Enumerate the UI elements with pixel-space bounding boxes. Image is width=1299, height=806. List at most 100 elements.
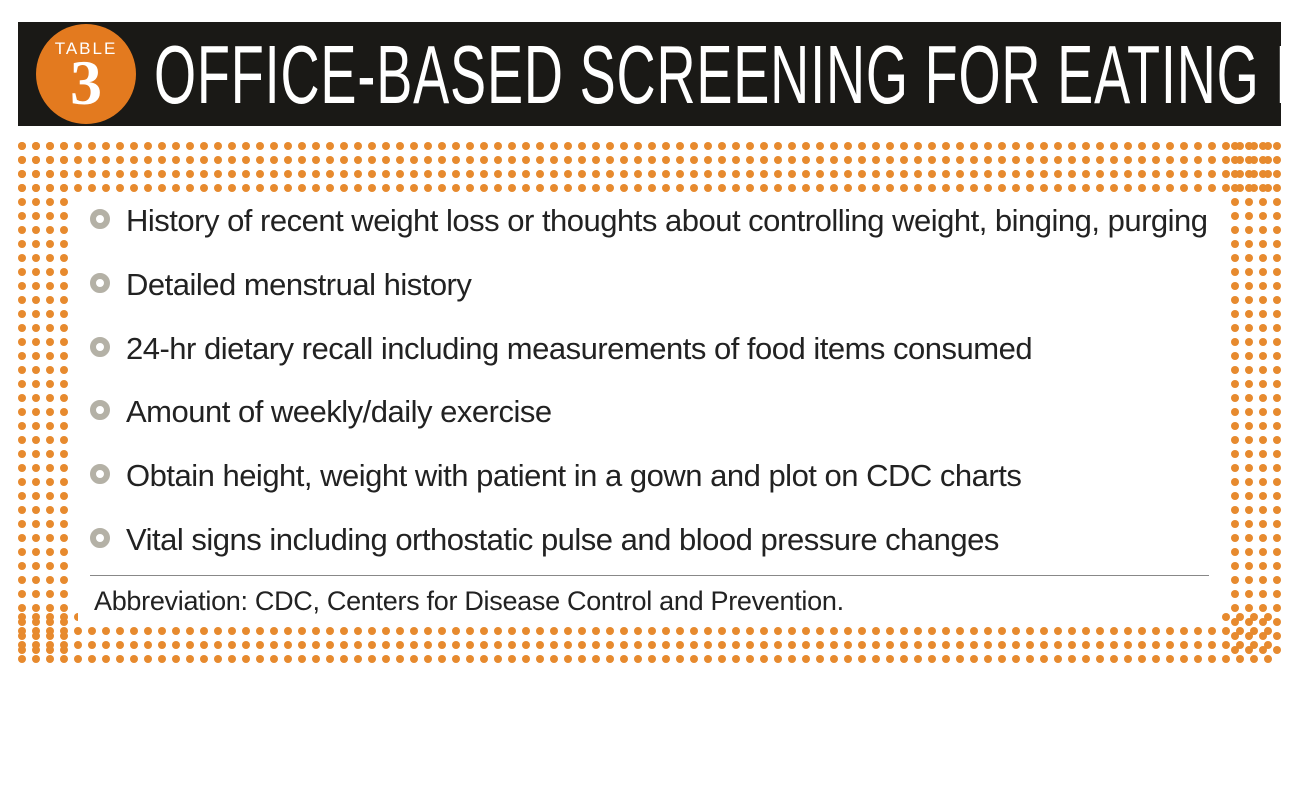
- dot-icon: [1152, 627, 1160, 635]
- dot-icon: [1259, 212, 1267, 220]
- dot-icon: [956, 170, 964, 178]
- dot-icon: [46, 184, 54, 192]
- dot-icon: [18, 142, 26, 150]
- dot-icon: [816, 627, 824, 635]
- dot-icon: [1194, 641, 1202, 649]
- dot-icon: [172, 627, 180, 635]
- dot-icon: [830, 170, 838, 178]
- dot-icon: [116, 655, 124, 663]
- dot-icon: [270, 142, 278, 150]
- dot-icon: [1245, 352, 1253, 360]
- dot-icon: [578, 627, 586, 635]
- dot-icon: [32, 408, 40, 416]
- dot-icon: [816, 641, 824, 649]
- dot-icon: [900, 655, 908, 663]
- dot-icon: [704, 627, 712, 635]
- dot-icon: [1124, 641, 1132, 649]
- dot-icon: [1152, 170, 1160, 178]
- dot-icon: [18, 604, 26, 612]
- dot-icon: [1096, 142, 1104, 150]
- dot-icon: [1096, 170, 1104, 178]
- dot-icon: [886, 170, 894, 178]
- dot-icon: [1082, 627, 1090, 635]
- dot-icon: [424, 655, 432, 663]
- dot-icon: [1054, 156, 1062, 164]
- dot-icon: [326, 655, 334, 663]
- dot-icon: [32, 394, 40, 402]
- dot-icon: [18, 366, 26, 374]
- dot-icon: [1245, 422, 1253, 430]
- dot-icon: [1231, 436, 1239, 444]
- dot-icon: [466, 627, 474, 635]
- dot-icon: [1152, 156, 1160, 164]
- dot-icon: [690, 627, 698, 635]
- dot-icon: [1222, 655, 1230, 663]
- dot-icon: [858, 142, 866, 150]
- dot-icon: [228, 627, 236, 635]
- dot-icon: [1273, 534, 1281, 542]
- dot-icon: [46, 520, 54, 528]
- dot-icon: [1245, 604, 1253, 612]
- dot-icon: [1273, 212, 1281, 220]
- dot-icon: [438, 142, 446, 150]
- dot-icon: [186, 627, 194, 635]
- dot-icon: [74, 627, 82, 635]
- dot-icon: [494, 641, 502, 649]
- dot-icon: [508, 627, 516, 635]
- badge-number: 3: [70, 51, 102, 115]
- dot-icon: [46, 282, 54, 290]
- dot-icon: [606, 184, 614, 192]
- dot-icon: [984, 655, 992, 663]
- dot-icon: [1264, 184, 1272, 192]
- dot-icon: [662, 641, 670, 649]
- dot-icon: [508, 156, 516, 164]
- dot-icon: [984, 627, 992, 635]
- dot-icon: [60, 352, 68, 360]
- dot-icon: [340, 170, 348, 178]
- dot-icon: [1231, 618, 1239, 626]
- dot-icon: [564, 170, 572, 178]
- dot-icon: [256, 641, 264, 649]
- dot-icon: [620, 641, 628, 649]
- dot-icon: [144, 142, 152, 150]
- dot-icon: [1273, 394, 1281, 402]
- list-item: Obtain height, weight with patient in a …: [90, 457, 1209, 495]
- dotted-frame: History of recent weight loss or thought…: [18, 142, 1281, 663]
- dot-icon: [998, 170, 1006, 178]
- dot-icon: [746, 627, 754, 635]
- dot-icon: [396, 142, 404, 150]
- dot-icon: [60, 450, 68, 458]
- dot-icon: [620, 142, 628, 150]
- dot-icon: [284, 655, 292, 663]
- dot-icon: [984, 184, 992, 192]
- dot-icon: [746, 655, 754, 663]
- dot-icon: [424, 184, 432, 192]
- dot-icon: [186, 641, 194, 649]
- dot-icon: [200, 627, 208, 635]
- dot-icon: [1231, 296, 1239, 304]
- dot-icon: [1245, 268, 1253, 276]
- dot-icon: [494, 170, 502, 178]
- dot-icon: [1245, 464, 1253, 472]
- dot-icon: [1166, 170, 1174, 178]
- dot-icon: [18, 641, 26, 649]
- dot-icon: [410, 156, 418, 164]
- dot-icon: [46, 436, 54, 444]
- dot-icon: [1138, 641, 1146, 649]
- dot-icon: [186, 170, 194, 178]
- dot-icon: [718, 641, 726, 649]
- dot-icon: [1245, 646, 1253, 654]
- dot-icon: [186, 142, 194, 150]
- dot-icon: [578, 641, 586, 649]
- dot-icon: [928, 655, 936, 663]
- dot-icon: [74, 655, 82, 663]
- dot-icon: [1222, 142, 1230, 150]
- dot-icon: [452, 627, 460, 635]
- dot-icon: [60, 632, 68, 640]
- dot-icon: [326, 184, 334, 192]
- dot-icon: [368, 184, 376, 192]
- dot-border-row: [18, 142, 26, 654]
- dot-icon: [970, 184, 978, 192]
- dot-icon: [228, 655, 236, 663]
- dot-icon: [298, 156, 306, 164]
